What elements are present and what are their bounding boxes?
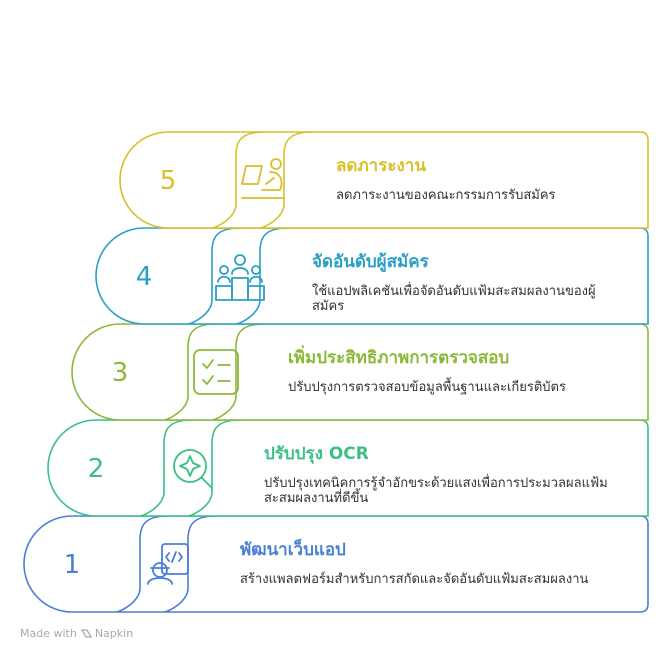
step-band-5 [119,131,649,229]
step-number-4: 4 [136,262,153,292]
step-title-1: พัฒนาเว็บแอป [240,540,346,560]
step-desc-5: ลดภาระงานของคณะกรรมการรับสมัคร [336,188,556,203]
step-separator-4 [187,227,289,325]
footer-brand: Napkin [80,627,134,640]
step-number-2: 2 [88,454,105,484]
step-number-5: 5 [160,166,177,196]
step-desc-3: ปรับปรุงการตรวจสอบข้อมูลพื้นฐานและเกียรต… [288,380,566,395]
developer-icon [147,543,189,585]
footer: Made with Napkin [20,627,133,640]
podium-icon [215,254,265,301]
step-desc-4: ใช้แอปพลิเคชันเพื่อจัดอันดับแฟ้มสะสมผลงา… [312,284,596,314]
step-title-4: จัดอันดับผู้สมัคร [312,252,429,272]
step-separator-5 [211,131,313,229]
magnify-sparkle-icon [173,449,213,489]
step-separator-2 [139,419,241,517]
step-title-2: ปรับปรุง OCR [264,444,369,464]
step-number-1: 1 [64,550,81,580]
footer-brand-name: Napkin [94,627,134,640]
step-number-3: 3 [112,358,129,388]
step-band-3 [71,323,649,421]
step-band-2 [47,419,649,517]
checklist-icon [193,349,239,395]
step-desc-2: ปรับปรุงเทคนิคการรู้จำอักขระด้วยแสงเพื่อ… [264,476,608,506]
step-band-1 [23,515,649,613]
napkin-logo-icon [80,629,92,638]
step-title-5: ลดภาระงาน [336,156,426,176]
footer-made-with: Made with [20,627,77,640]
step-separator-3 [163,323,265,421]
step-title-3: เพิ่มประสิทธิภาพการตรวจสอบ [288,348,510,368]
step-desc-1: สร้างแพลตฟอร์มสำหรับการสกัดและจัดอันดับแ… [240,572,589,587]
relax-laptop-icon [241,158,285,199]
